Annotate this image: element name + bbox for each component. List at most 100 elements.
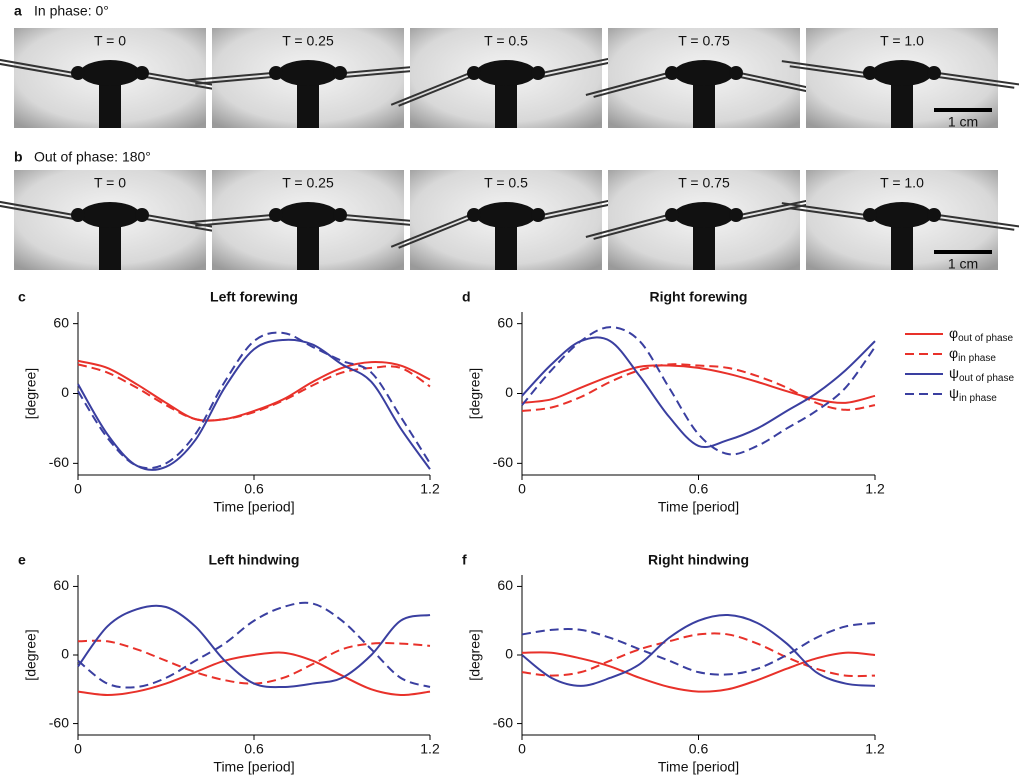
x-tick-label: 0 bbox=[74, 481, 82, 497]
x-axis-label: Time [period] bbox=[658, 499, 739, 515]
y-tick-label: 0 bbox=[505, 384, 513, 400]
insect-body bbox=[278, 60, 338, 86]
stand bbox=[297, 222, 319, 270]
wing bbox=[937, 76, 1015, 89]
wing bbox=[781, 202, 867, 216]
wing bbox=[390, 72, 471, 106]
insect-joint bbox=[863, 66, 877, 80]
frame-label: T = 0.25 bbox=[282, 175, 334, 191]
series-line bbox=[77, 331, 431, 470]
insect-joint bbox=[135, 208, 149, 222]
insect-joint bbox=[333, 208, 347, 222]
series-line bbox=[521, 613, 876, 687]
x-tick-label: 0.6 bbox=[689, 481, 709, 497]
insect-body bbox=[278, 202, 338, 228]
series-line bbox=[521, 364, 876, 404]
stand bbox=[99, 80, 121, 128]
y-tick-label: 0 bbox=[61, 646, 69, 662]
frame-label: T = 0.75 bbox=[678, 175, 730, 191]
series-line bbox=[77, 604, 431, 689]
frame-label: T = 0 bbox=[94, 33, 126, 49]
chart-title: Right forewing bbox=[650, 289, 748, 305]
frame-label: T = 0 bbox=[94, 175, 126, 191]
wing bbox=[398, 218, 471, 249]
stand bbox=[693, 80, 715, 128]
stand bbox=[297, 80, 319, 128]
insect-body bbox=[476, 202, 536, 228]
x-tick-label: 0 bbox=[518, 481, 526, 497]
insect-joint bbox=[863, 208, 877, 222]
wing bbox=[585, 214, 669, 238]
frame-label: T = 1.0 bbox=[880, 33, 924, 49]
chart-title: Right hindwing bbox=[648, 552, 749, 568]
insect-body bbox=[674, 202, 734, 228]
x-tick-label: 1.2 bbox=[865, 481, 885, 497]
wing bbox=[789, 207, 867, 220]
insect-joint bbox=[665, 66, 679, 80]
x-tick-label: 0.6 bbox=[244, 741, 264, 757]
frame-label: T = 0.5 bbox=[484, 33, 528, 49]
legend-label: φout of phase bbox=[949, 325, 1014, 344]
insect-joint bbox=[269, 208, 283, 222]
frame-label: T = 0.75 bbox=[678, 33, 730, 49]
x-tick-label: 0.6 bbox=[244, 481, 264, 497]
insect-joint bbox=[333, 66, 347, 80]
wing bbox=[0, 62, 75, 78]
stand bbox=[891, 222, 913, 270]
x-tick-label: 1.2 bbox=[420, 741, 440, 757]
panel-label: f bbox=[462, 552, 467, 568]
insect-joint bbox=[927, 66, 941, 80]
insect-body bbox=[872, 60, 932, 86]
wing bbox=[398, 76, 471, 107]
x-tick-label: 0.6 bbox=[689, 741, 709, 757]
insect-joint bbox=[71, 66, 85, 80]
series-line bbox=[521, 336, 876, 449]
wing bbox=[187, 214, 273, 224]
stand bbox=[495, 222, 517, 270]
wing bbox=[541, 60, 618, 78]
scale-bar-label: 1 cm bbox=[948, 114, 978, 130]
x-tick-label: 1.2 bbox=[420, 481, 440, 497]
insect-body bbox=[80, 60, 140, 86]
insect-body bbox=[872, 202, 932, 228]
y-tick-label: 60 bbox=[497, 577, 513, 593]
y-tick-label: -60 bbox=[49, 714, 69, 730]
wing bbox=[541, 202, 618, 220]
y-tick-label: -60 bbox=[493, 454, 513, 470]
insect-joint bbox=[729, 208, 743, 222]
stand bbox=[495, 80, 517, 128]
x-tick-label: 0 bbox=[74, 741, 82, 757]
series-line bbox=[521, 632, 876, 678]
wing bbox=[0, 58, 75, 74]
series-line bbox=[521, 622, 876, 676]
wing bbox=[187, 72, 273, 82]
series-line bbox=[521, 326, 876, 456]
wing bbox=[585, 72, 669, 96]
x-axis-label: Time [period] bbox=[213, 499, 294, 515]
insect-joint bbox=[467, 66, 481, 80]
wing bbox=[145, 76, 223, 92]
series-line bbox=[521, 363, 876, 412]
y-tick-label: 60 bbox=[53, 314, 69, 330]
legend-label: ψin phase bbox=[949, 385, 997, 404]
wing bbox=[390, 214, 471, 248]
scale-bar-label: 1 cm bbox=[948, 256, 978, 272]
insect-joint bbox=[927, 208, 941, 222]
insect-joint bbox=[729, 66, 743, 80]
insect-joint bbox=[665, 208, 679, 222]
wing bbox=[0, 200, 75, 216]
series-line bbox=[77, 338, 431, 471]
stand bbox=[693, 222, 715, 270]
y-axis-label: [degree] bbox=[467, 368, 483, 419]
wing bbox=[781, 60, 867, 74]
chart-title: Left hindwing bbox=[209, 552, 300, 568]
panel-label: b bbox=[14, 149, 23, 165]
insect-joint bbox=[467, 208, 481, 222]
x-axis-label: Time [period] bbox=[213, 759, 294, 775]
series-line bbox=[77, 601, 431, 689]
frame-label: T = 0.25 bbox=[282, 33, 334, 49]
y-tick-label: 0 bbox=[61, 384, 69, 400]
wing bbox=[937, 218, 1015, 231]
wing bbox=[343, 218, 421, 227]
series-line bbox=[77, 363, 431, 422]
